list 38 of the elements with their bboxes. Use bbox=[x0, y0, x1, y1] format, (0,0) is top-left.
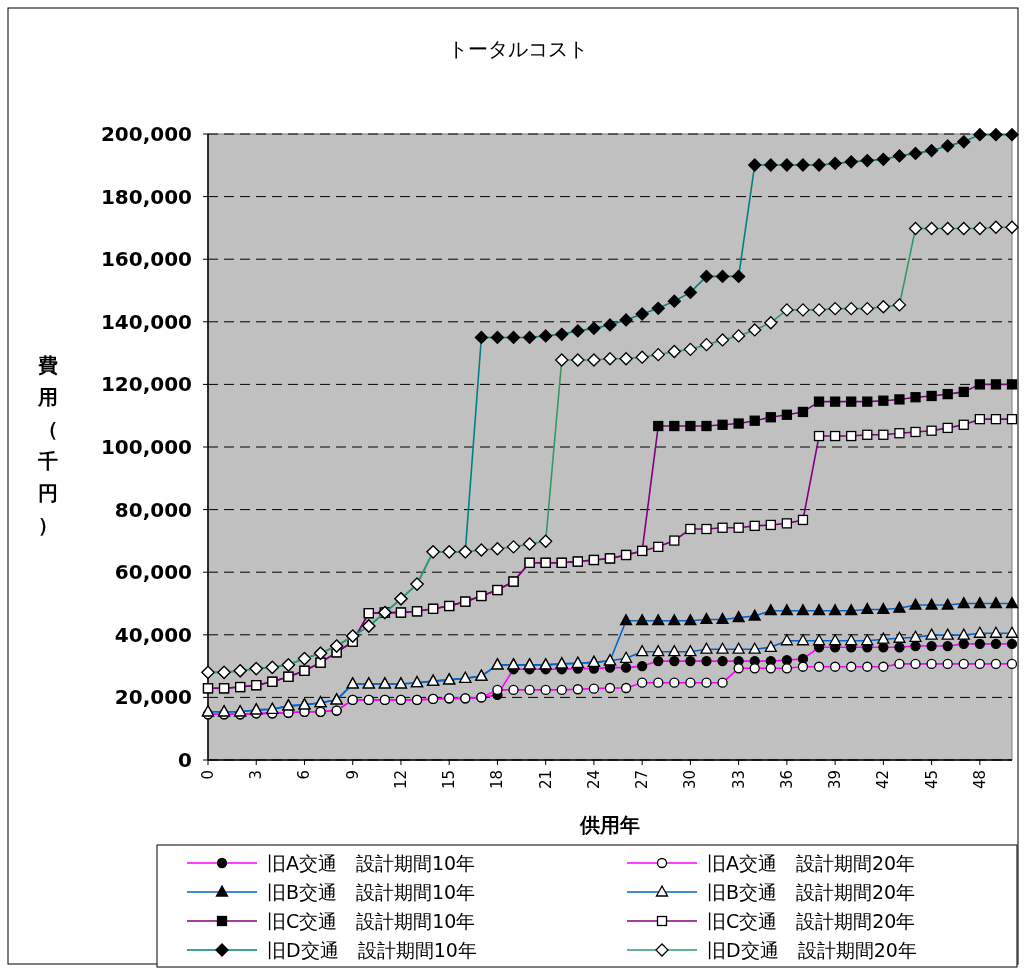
x-tick-label: 12 bbox=[391, 770, 410, 790]
chart-title: トータルコスト bbox=[448, 37, 588, 61]
y-tick-label: 40,000 bbox=[114, 622, 192, 647]
x-tick-label: 42 bbox=[874, 770, 893, 790]
x-tick-label: 9 bbox=[343, 770, 362, 780]
x-tick-label: 27 bbox=[633, 770, 652, 790]
x-tick-label: 21 bbox=[536, 770, 555, 790]
y-tick-label: 20,000 bbox=[114, 685, 192, 710]
x-tick-label: 39 bbox=[826, 770, 845, 790]
y-tick-label: 60,000 bbox=[114, 560, 192, 585]
x-tick-label: 36 bbox=[777, 770, 796, 790]
y-tick-label: 200,000 bbox=[100, 122, 192, 146]
x-tick-label: 0 bbox=[199, 770, 217, 780]
y-tick-label: 120,000 bbox=[100, 372, 192, 397]
legend-label: 旧B交通 設計期間10年 bbox=[267, 881, 476, 903]
x-axis-title: 供用年 bbox=[579, 813, 640, 837]
legend-label: 旧D交通 設計期間20年 bbox=[707, 939, 917, 961]
x-tick-label: 45 bbox=[922, 770, 941, 790]
y-tick-label: 140,000 bbox=[100, 309, 192, 334]
legend-label: 旧A交通 設計期間20年 bbox=[707, 852, 916, 874]
x-tick-label: 6 bbox=[295, 770, 314, 780]
x-tick-label: 33 bbox=[729, 770, 748, 790]
y-tick-label: 180,000 bbox=[100, 184, 192, 209]
legend-label: 旧C交通 設計期間20年 bbox=[707, 910, 916, 932]
legend-label: 旧A交通 設計期間10年 bbox=[267, 852, 476, 874]
y-tick-label: 80,000 bbox=[114, 497, 192, 522]
y-tick-label: 100,000 bbox=[100, 435, 192, 459]
x-tick-label: 3 bbox=[247, 770, 266, 780]
x-tick-label: 18 bbox=[488, 770, 507, 790]
x-tick-label: 15 bbox=[440, 770, 459, 790]
x-tick-label: 30 bbox=[681, 770, 700, 790]
x-tick-label: 48 bbox=[970, 770, 989, 790]
legend-label: 旧B交通 設計期間20年 bbox=[707, 881, 916, 903]
legend-label: 旧D交通 設計期間10年 bbox=[267, 939, 477, 961]
x-tick-label: 24 bbox=[584, 770, 603, 790]
legend-label: 旧C交通 設計期間10年 bbox=[267, 910, 476, 932]
y-axis-title: 費用（千円） bbox=[37, 353, 58, 537]
y-tick-label: 160,000 bbox=[100, 247, 192, 272]
